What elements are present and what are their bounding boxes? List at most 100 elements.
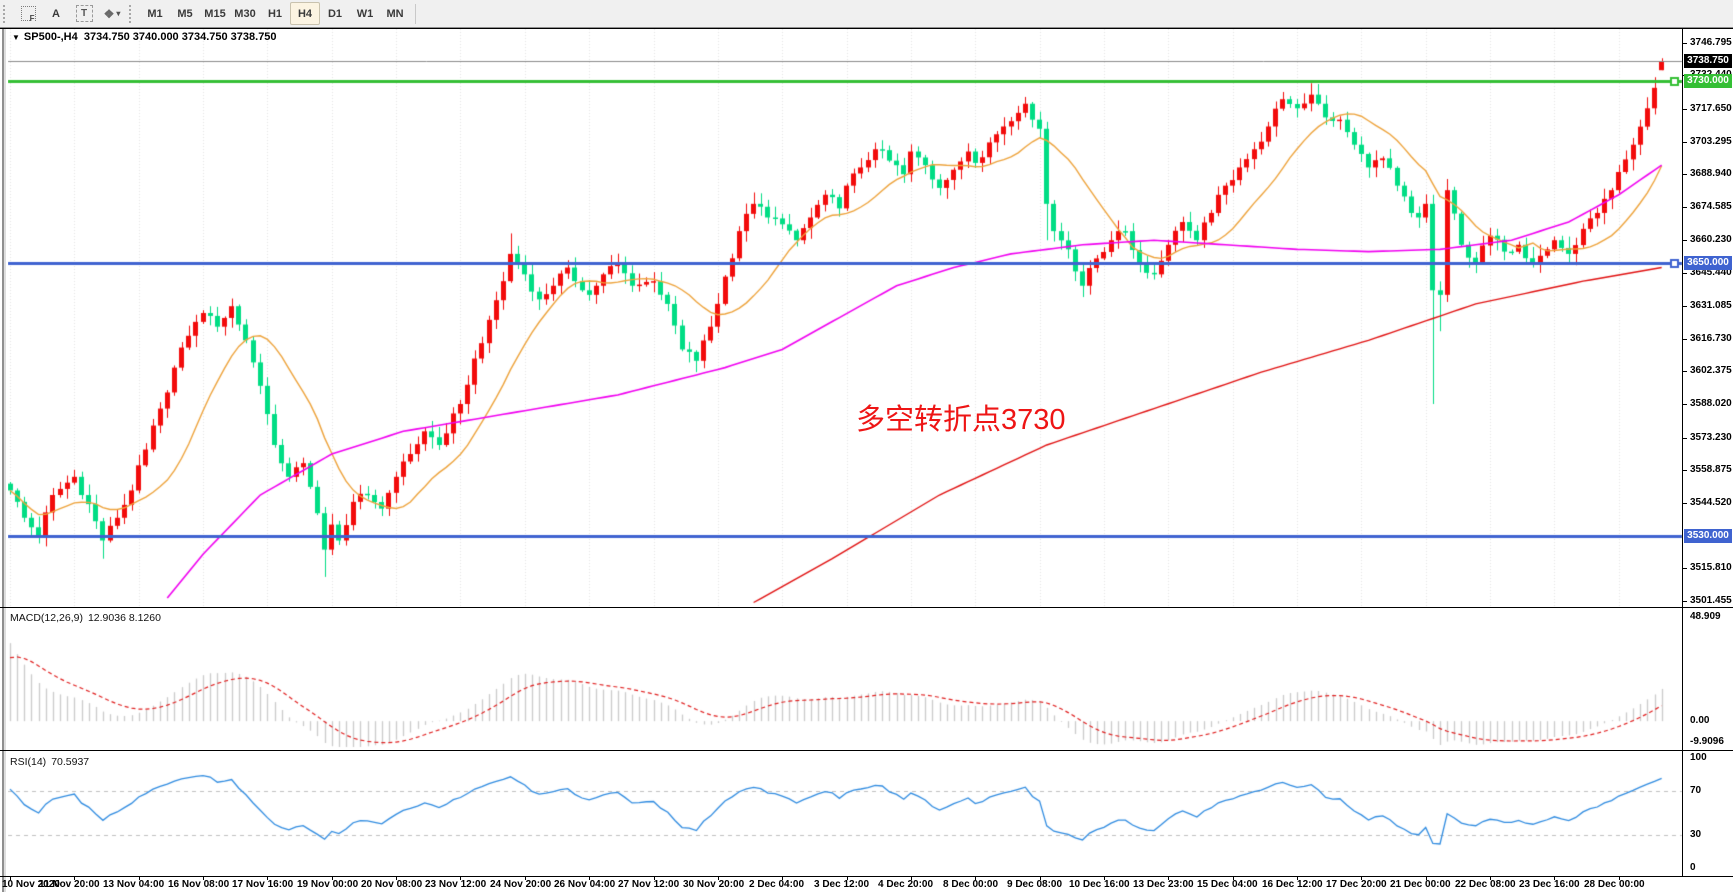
price-tick-label: 3515.810 — [1690, 562, 1732, 573]
time-tick — [911, 876, 912, 880]
macd-name: MACD(12,26,9) — [10, 612, 83, 624]
timeframe-button-mn[interactable]: MN — [386, 7, 404, 20]
objects-button[interactable]: ❖ ▾ — [98, 2, 126, 25]
price-tick — [1683, 109, 1687, 110]
pane-separator-macd-rsi[interactable] — [0, 750, 1733, 751]
text-a-icon: A — [52, 7, 60, 20]
time-tick — [139, 876, 140, 880]
time-tick-label: 10 Nov 2020 — [2, 879, 60, 890]
toolbar-grip[interactable] — [129, 4, 136, 23]
time-tick-label: 19 Nov 00:00 — [297, 879, 359, 890]
time-tick — [1426, 876, 1427, 880]
rsi-axis-label: 100 — [1690, 752, 1707, 763]
macd-axis-label: 0.00 — [1690, 715, 1710, 726]
time-tick-label: 4 Dec 20:00 — [878, 879, 934, 890]
time-tick-label: 10 Dec 16:00 — [1069, 879, 1130, 890]
time-tick — [1619, 876, 1620, 880]
chart-ohlc-values: 3734.750 3740.000 3734.750 3738.750 — [83, 31, 277, 43]
timeframe-button-h4[interactable]: H4 — [290, 2, 320, 25]
price-tick — [1683, 339, 1687, 340]
time-tick — [396, 876, 397, 880]
time-tick — [847, 876, 848, 880]
time-tick-label: 28 Dec 00:00 — [1584, 879, 1645, 890]
time-tick — [1040, 876, 1041, 880]
time-tick — [589, 876, 590, 880]
rsi-axis-label: 70 — [1690, 785, 1702, 796]
time-tick — [1297, 876, 1298, 880]
timeframe-button-w1[interactable]: W1 — [356, 7, 374, 20]
time-tick-label: 13 Dec 23:00 — [1133, 879, 1194, 890]
time-tick-label: 27 Nov 12:00 — [618, 879, 680, 890]
time-tick-label: 13 Nov 04:00 — [103, 879, 165, 890]
timeframe-button-m1[interactable]: M1 — [147, 7, 163, 20]
time-tick — [1361, 876, 1362, 880]
rsi-value: 70.5937 — [51, 756, 90, 768]
timeframe-toolbar: M1 M5 M15 M30 H1 H4 D1 W1 MN — [140, 2, 410, 25]
time-tick — [525, 876, 526, 880]
price-tick-label: 3645.440 — [1690, 267, 1732, 278]
chevron-down-icon: ▾ — [116, 9, 121, 18]
text-box-button[interactable]: T — [70, 2, 98, 25]
price-tick — [1683, 207, 1687, 208]
time-tick — [203, 876, 204, 880]
time-tick — [975, 876, 976, 880]
time-tick-label: 9 Dec 08:00 — [1007, 879, 1063, 890]
price-line-box: 3530.000 — [1684, 529, 1732, 543]
macd-axis-label: 48.909 — [1690, 611, 1721, 622]
toolbar-separator — [415, 3, 416, 24]
time-tick — [332, 876, 333, 880]
time-tick — [460, 876, 461, 880]
pointer-grid-button[interactable]: F — [14, 2, 42, 25]
chart-left-frame — [0, 27, 8, 892]
price-tick — [1683, 503, 1687, 504]
time-tick — [1554, 876, 1555, 880]
chart-title[interactable]: ▼ SP500-,H4 3734.750 3740.000 3734.750 37… — [12, 31, 277, 43]
time-tick-label: 3 Dec 12:00 — [814, 879, 870, 890]
time-tick-label: 23 Nov 12:00 — [425, 879, 487, 890]
timeframe-button-h1[interactable]: H1 — [267, 7, 283, 20]
time-tick-label: 20 Nov 08:00 — [361, 879, 423, 890]
timeframe-button-m5[interactable]: M5 — [177, 7, 193, 20]
price-line-box: 3738.750 — [1684, 54, 1732, 68]
text-t-icon: T — [75, 5, 93, 22]
rsi-indicator-label: RSI(14) 70.5937 — [10, 756, 94, 768]
price-tick-label: 3688.940 — [1690, 168, 1732, 179]
time-tick — [267, 876, 268, 880]
price-tick — [1683, 438, 1687, 439]
toolbar-grip[interactable] — [3, 4, 10, 23]
timeframe-button-m15[interactable]: M15 — [204, 7, 226, 20]
price-tick — [1683, 240, 1687, 241]
time-tick-label: 26 Nov 04:00 — [554, 879, 616, 890]
chart-symbol-period: SP500-,H4 — [23, 31, 78, 43]
price-tick-label: 3746.795 — [1690, 37, 1732, 48]
time-tick — [1490, 876, 1491, 880]
price-tick-label: 3616.730 — [1690, 333, 1732, 344]
time-tick-label: 8 Dec 00:00 — [943, 879, 999, 890]
price-tick-label: 3631.085 — [1690, 300, 1732, 311]
price-tick — [1683, 43, 1687, 44]
price-tick — [1683, 404, 1687, 405]
price-tick — [1683, 174, 1687, 175]
macd-indicator-label: MACD(12,26,9) 12.9036 8.1260 — [10, 612, 166, 624]
time-tick — [74, 876, 75, 880]
pane-border-top — [0, 28, 1733, 29]
time-tick-label: 11 Nov 20:00 — [39, 879, 100, 890]
rsi-axis-label: 0 — [1690, 862, 1696, 873]
text-label-button[interactable]: A — [42, 2, 70, 25]
timeframe-button-m30[interactable]: M30 — [234, 7, 256, 20]
time-tick-label: 17 Nov 16:00 — [232, 879, 294, 890]
time-tick-label: 22 Dec 08:00 — [1455, 879, 1516, 890]
pane-separator-main-macd[interactable] — [0, 607, 1733, 608]
price-tick-label: 3558.875 — [1690, 464, 1732, 475]
time-tick — [654, 876, 655, 880]
rsi-name: RSI(14) — [10, 756, 47, 768]
price-tick-label: 3588.020 — [1690, 398, 1732, 409]
price-tick-label: 3501.455 — [1690, 595, 1732, 606]
timeframe-button-d1[interactable]: D1 — [327, 7, 343, 20]
price-tick — [1683, 601, 1687, 602]
rsi-axis-label: 30 — [1690, 829, 1702, 840]
price-tick-label: 3717.650 — [1690, 103, 1732, 114]
pointer-grid-icon: F — [20, 6, 36, 23]
annotation-text[interactable]: 多空转折点3730 — [856, 404, 1066, 436]
